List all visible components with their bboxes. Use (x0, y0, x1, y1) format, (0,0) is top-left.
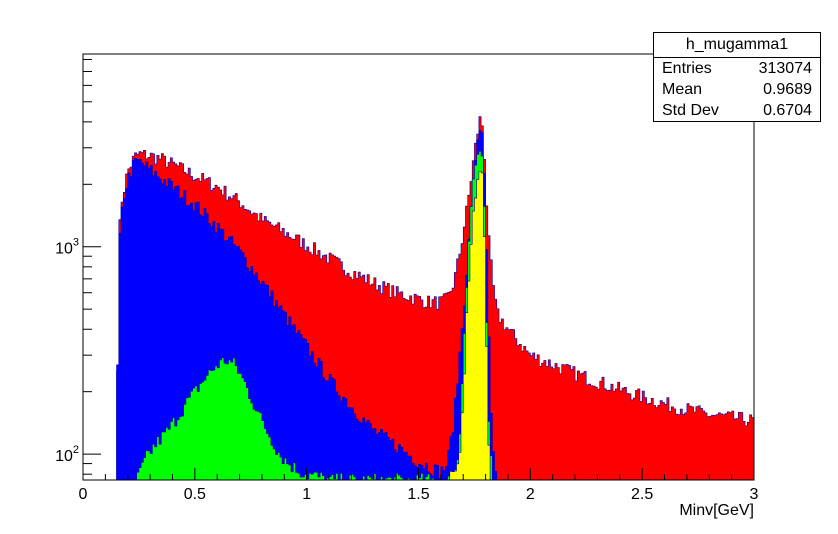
x-tick-label: 1 (302, 486, 311, 503)
x-tick-label: 0.5 (184, 486, 206, 503)
stats-row-entries: Entries 313074 (654, 58, 820, 79)
x-tick-label: 2.5 (631, 486, 653, 503)
stats-row-stddev: Std Dev 0.6704 (654, 100, 820, 121)
stats-value: 313074 (758, 60, 812, 77)
stats-title: h_mugamma1 (654, 33, 820, 58)
stats-value: 0.9689 (763, 81, 812, 98)
stats-label: Entries (662, 60, 712, 77)
x-tick-label: 3 (750, 486, 759, 503)
stats-box: h_mugamma1 Entries 313074 Mean 0.9689 St… (653, 32, 821, 122)
stats-label: Mean (662, 81, 703, 98)
x-tick-label: 0 (79, 486, 88, 503)
stats-row-mean: Mean 0.9689 (654, 79, 820, 100)
x-tick-label: 1.5 (407, 486, 429, 503)
axis-layer: 0 0.5 1 1.5 2 2.5 3 102 103 (55, 58, 759, 503)
stats-value: 0.6704 (763, 102, 812, 119)
y-tick-label: 103 (55, 237, 79, 258)
series-layer (83, 116, 755, 481)
y-tick-label: 102 (55, 444, 79, 465)
x-tick-label: 2 (526, 486, 535, 503)
x-axis-label: Minv[GeV] (679, 502, 754, 519)
stats-label: Std Dev (662, 102, 719, 119)
